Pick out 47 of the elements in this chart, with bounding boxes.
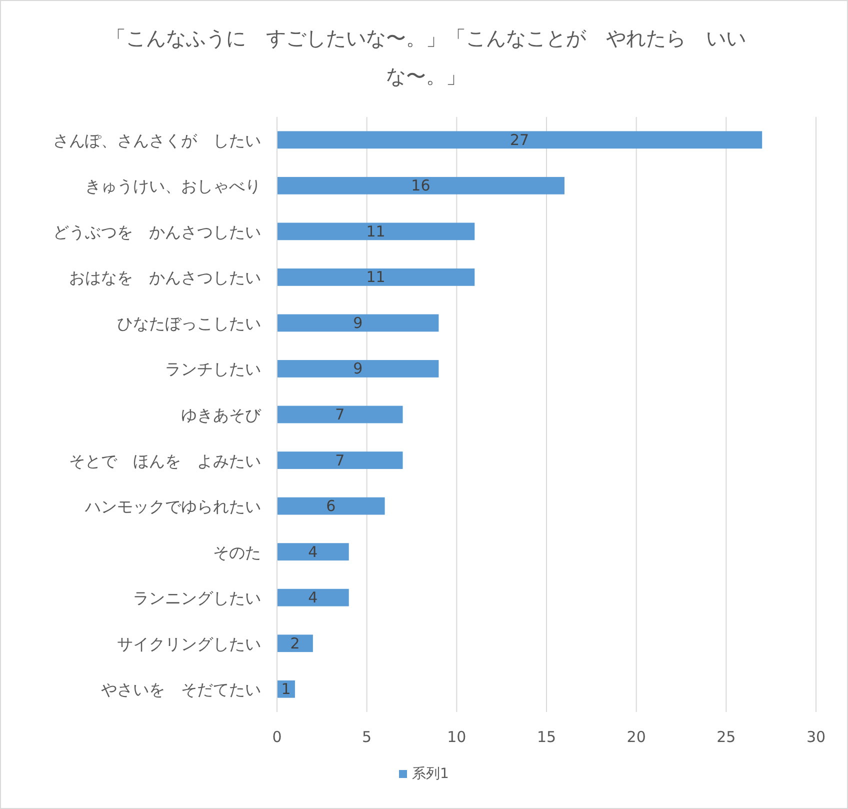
x-tick-label: 30: [806, 728, 826, 746]
data-label: 7: [335, 406, 345, 424]
data-label: 2: [290, 634, 300, 652]
y-tick-label: ハンモックでゆられたい: [84, 497, 261, 516]
bar: [277, 543, 349, 561]
y-tick-label: さんぽ、さんさくが したい: [53, 130, 261, 150]
x-tick-label: 15: [536, 728, 556, 746]
x-tick-label: 10: [447, 728, 466, 746]
bar: [277, 634, 313, 652]
bar: [277, 406, 403, 424]
data-label: 9: [353, 314, 363, 332]
y-tick-label: そのた: [213, 542, 261, 562]
bar: [277, 131, 762, 149]
data-label: 11: [366, 268, 386, 286]
bar: [277, 360, 439, 378]
data-label: 7: [335, 451, 345, 470]
legend-label: 系列1: [412, 766, 449, 782]
x-tick-label: 20: [626, 728, 646, 746]
y-tick-label: どうぶつを かんさつしたい: [53, 222, 261, 242]
y-tick-label: きゅうけい、おしゃべり: [85, 176, 261, 196]
data-label: 6: [326, 497, 336, 516]
data-label: 11: [366, 222, 386, 240]
data-label: 9: [353, 360, 363, 378]
bar: [277, 268, 475, 286]
y-tick-label: サイクリングしたい: [117, 634, 261, 654]
bar: [277, 222, 475, 240]
x-tick-label: 25: [716, 728, 736, 746]
bar: [277, 497, 385, 515]
data-label: 16: [411, 176, 430, 195]
y-tick-label: そとで ほんを よみたい: [69, 451, 261, 470]
y-tick-label: ランニングしたい: [133, 588, 261, 608]
y-tick-label: ひなたぼっこしたい: [117, 314, 261, 333]
chart-title: 「こんなふうに すごしたいな〜。」「こんなことが やれたら いいな〜。」: [105, 25, 747, 90]
y-tick-label: おはなを かんさつしたい: [69, 268, 261, 288]
bar: [277, 314, 439, 332]
data-label: 27: [510, 130, 530, 149]
data-label: 4: [308, 588, 318, 607]
bar: [277, 176, 564, 194]
bar: [277, 588, 349, 606]
data-label: 4: [308, 542, 318, 561]
y-tick-label: やさいを そだてたい: [101, 680, 261, 700]
bar: [277, 452, 403, 469]
x-tick-label: 5: [362, 728, 372, 746]
x-tick-label: 0: [272, 728, 282, 746]
y-tick-label: ランチしたい: [165, 360, 261, 379]
y-tick-label: ゆきあそび: [181, 406, 262, 424]
data-label: 1: [281, 680, 291, 698]
